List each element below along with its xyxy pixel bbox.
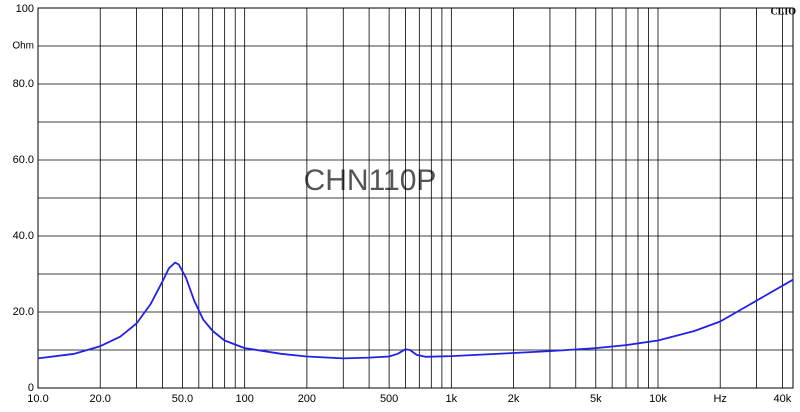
x-tick-label: 200 — [298, 393, 316, 405]
x-tick-label: 500 — [380, 393, 398, 405]
x-tick-label: 50.0 — [172, 393, 193, 405]
x-tick-label: 1k — [446, 393, 458, 405]
x-tick-label: 100 — [235, 393, 253, 405]
y-tick-label: 20.0 — [13, 306, 34, 318]
x-tick-label: 5k — [590, 393, 602, 405]
x-tick-label: Hz — [713, 393, 726, 405]
impedance-curve — [37, 261, 794, 360]
x-tick-label: 10.0 — [27, 393, 48, 405]
brand: CLIO — [770, 6, 796, 17]
x-tick-label: 20.0 — [90, 393, 111, 405]
y-tick-label: 100 — [16, 3, 34, 15]
y-unit-label: Ohm — [12, 41, 34, 52]
y-tick-label: 0 — [28, 382, 34, 394]
x-tick-label: 40k — [774, 393, 792, 405]
x-tick-label: 10k — [649, 393, 667, 405]
y-tick-label: 60.0 — [13, 154, 34, 166]
y-tick-label: 80.0 — [13, 78, 34, 90]
y-tick-label: 40.0 — [13, 230, 34, 242]
x-tick-label: 2k — [508, 393, 520, 405]
chart-title: CHN110P — [304, 164, 437, 197]
